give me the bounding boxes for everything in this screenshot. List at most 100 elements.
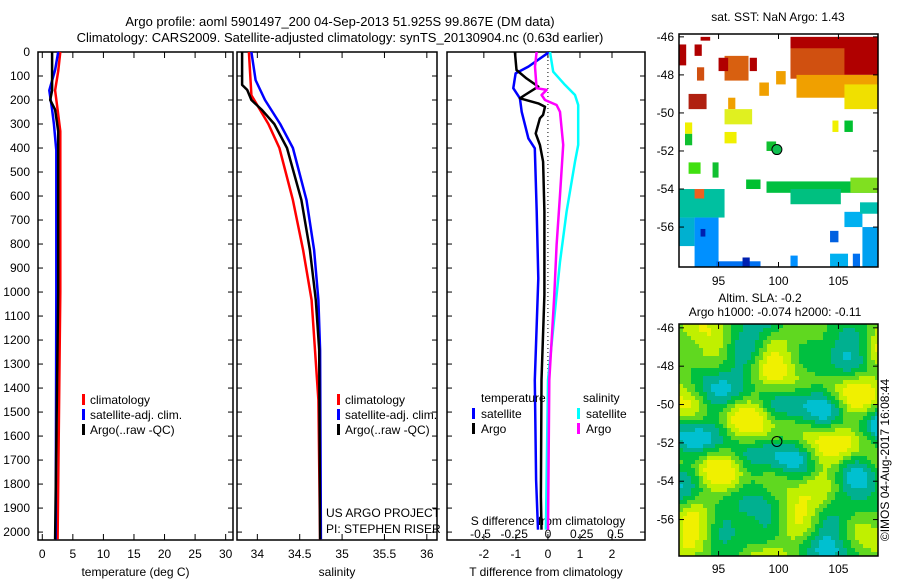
sla-cell [851,396,855,400]
sla-cell [815,524,819,528]
sla-cell [711,500,715,504]
sla-cell [847,408,851,412]
sla-cell [787,516,791,520]
sla-cell [807,536,811,540]
sla-cell [767,496,771,500]
sla-cell [699,488,703,492]
sla-cell [855,404,859,408]
sla-cell [815,384,819,388]
sla-cell [855,420,859,424]
sla-cell [727,448,731,452]
sla-cell [819,544,823,548]
sla-cell [807,460,811,464]
sla-cell [855,324,859,328]
sla-cell [835,396,839,400]
sla-cell [827,552,831,556]
sla-cell [787,336,791,340]
sla-cell [815,512,819,516]
sla-cell [867,372,871,376]
sla-cell [875,340,878,344]
sla-cell [763,512,767,516]
sla-cell [743,544,747,548]
sla-cell [719,408,723,412]
sla-cell [811,452,815,456]
sla-cell [715,476,719,480]
sla-cell [755,512,759,516]
sla-cell [723,408,727,412]
sla-cell [807,400,811,404]
sla-cell [791,456,795,460]
sla-cell [819,332,823,336]
sla-cell [735,388,739,392]
sla-cell [759,468,763,472]
sla-cell [763,472,767,476]
sla-cell [719,400,723,404]
sla-cell [695,424,699,428]
sla-cell [687,504,691,508]
sla-cell [843,368,847,372]
sla-cell [807,476,811,480]
sla-cell [815,404,819,408]
sla-cell [775,424,779,428]
lat-tick-label: -46 [657,321,675,335]
sla-cell [827,464,831,468]
sla-cell [763,552,767,556]
sst-cell [716,261,761,267]
sla-cell [727,484,731,488]
sla-cell [847,532,851,536]
sla-cell [703,384,707,388]
sla-cell [695,420,699,424]
sla-cell [835,324,839,328]
sla-cell [851,408,855,412]
sla-cell [683,540,687,544]
sla-cell [791,520,795,524]
lon-tick-label: 100 [768,562,788,576]
sla-cell [743,424,747,428]
sla-cell [723,376,727,380]
sla-cell [715,340,719,344]
sla-cell [799,336,803,340]
sla-cell [831,524,835,528]
sla-cell [743,408,747,412]
sla-cell [799,492,803,496]
sla-cell [863,524,867,528]
sla-cell [875,452,878,456]
sla-cell [819,456,823,460]
sla-cell [811,544,815,548]
sla-cell [723,448,727,452]
sla-cell [811,340,815,344]
sla-cell [867,528,871,532]
sla-cell [835,444,839,448]
sla-cell [875,440,878,444]
sla-cell [695,412,699,416]
sla-cell [847,508,851,512]
sla-cell [707,428,711,432]
sla-cell [827,348,831,352]
sla-cell [735,324,739,328]
sla-cell [747,432,751,436]
sla-cell [835,416,839,420]
sla-cell [779,488,783,492]
sla-cell [871,408,875,412]
sla-cell [747,404,751,408]
sla-cell [739,376,743,380]
sla-cell [679,540,683,544]
sla-cell [755,428,759,432]
sla-cell [819,468,823,472]
sla-cell [787,512,791,516]
sla-cell [699,376,703,380]
sla-cell [863,476,867,480]
sla-cell [707,484,711,488]
sla-cell [747,436,751,440]
sla-cell [851,372,855,376]
sla-cell [731,540,735,544]
sla-cell [807,440,811,444]
sla-cell [779,388,783,392]
sla-cell [843,492,847,496]
sla-cell [871,508,875,512]
sla-cell [695,432,699,436]
sla-cell [815,360,819,364]
sla-cell [807,384,811,388]
sst-cell [759,82,769,96]
sla-cell [687,380,691,384]
